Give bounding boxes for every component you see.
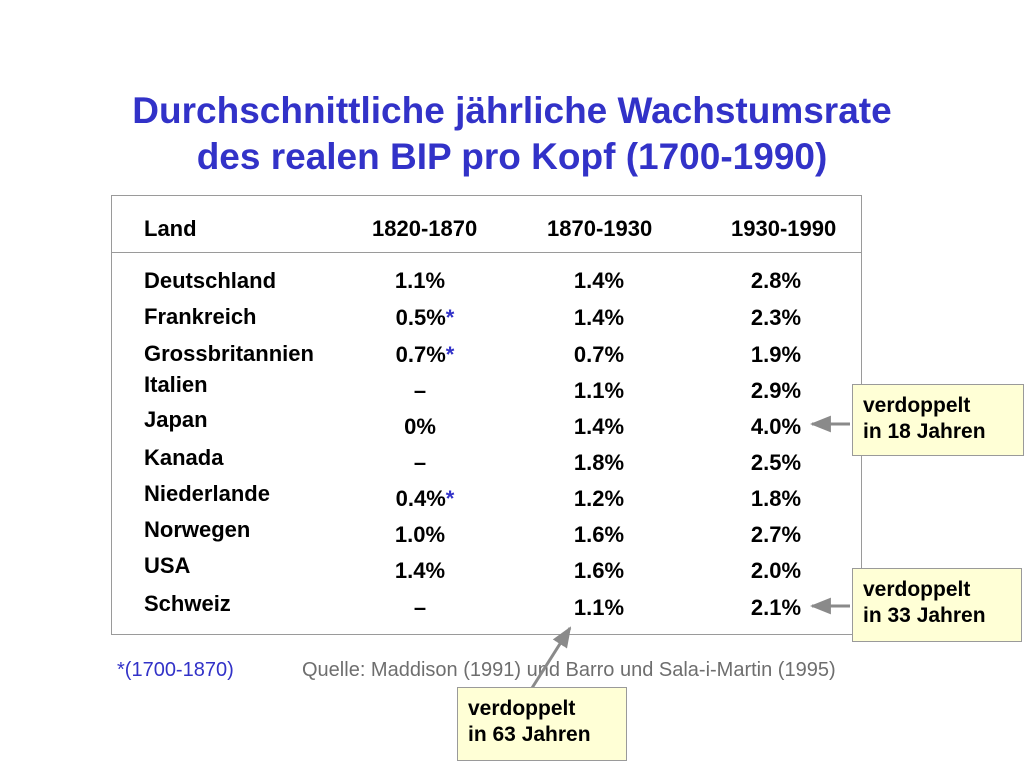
callout-33-line2: in 33 Jahren — [863, 604, 986, 627]
callout-63-line2: in 63 Jahren — [468, 723, 591, 746]
value-1930-1990-value: 2.1% — [750, 595, 802, 620]
value-1820-1870-value: 0.7% — [395, 342, 446, 367]
title-line-1: Durchschnittliche jährliche Wachstumsrat… — [132, 90, 892, 131]
value-1820-1870-value: – — [413, 450, 427, 475]
value-1870-1930-value: 1.1% — [573, 378, 625, 403]
value-1930-1990: 2.8% — [716, 268, 836, 294]
value-1870-1930: 1.6% — [539, 558, 659, 584]
value-1930-1990: 2.0% — [716, 558, 836, 584]
value-1870-1930: 1.1% — [539, 378, 659, 404]
value-1820-1870-value: 1.0% — [394, 522, 446, 547]
value-1870-1930: 1.4% — [539, 268, 659, 294]
footnote-star: * — [445, 342, 455, 367]
value-1820-1870: – — [360, 450, 480, 476]
country-name: Kanada — [144, 445, 224, 470]
value-1930-1990: 2.7% — [716, 522, 836, 548]
value-1930-1990-value: 2.0% — [750, 558, 802, 583]
value-1820-1870: 1.0% — [360, 522, 480, 548]
value-1930-1990-value: 2.9% — [750, 378, 802, 403]
country-name: Niederlande — [144, 481, 270, 506]
country-name: Grossbritannien — [144, 341, 314, 366]
value-1930-1990-value: 2.7% — [750, 522, 802, 547]
footnote-source: Quelle: Maddison (1991) und Barro und Sa… — [302, 659, 836, 681]
callout-63-years: verdoppelt in 63 Jahren — [457, 687, 627, 761]
country-name: Deutschland — [144, 268, 277, 293]
value-1870-1930: 1.4% — [539, 305, 659, 331]
value-1820-1870-value: 1.1% — [394, 268, 446, 293]
value-1820-1870: 0.4%* — [365, 486, 485, 512]
value-1870-1930-value: 1.6% — [573, 558, 625, 583]
country-name: Norwegen — [144, 517, 251, 542]
value-1820-1870: 1.1% — [360, 268, 480, 294]
value-1820-1870: 1.4% — [360, 558, 480, 584]
value-1870-1930-value: 1.8% — [573, 450, 625, 475]
value-1930-1990: 4.0% — [716, 414, 836, 440]
value-1930-1990-value: 2.8% — [750, 268, 802, 293]
value-1930-1990-value: 1.8% — [750, 486, 802, 511]
value-1870-1930: 1.8% — [539, 450, 659, 476]
value-1930-1990-value: 2.5% — [750, 450, 802, 475]
header-divider — [111, 252, 862, 253]
country-name: Japan — [144, 407, 208, 432]
footnote-star: * — [445, 486, 455, 511]
header-1820-1870: 1820-1870 — [372, 216, 478, 241]
value-1820-1870-value: 0.5% — [395, 305, 446, 330]
value-1870-1930-value: 1.4% — [573, 414, 625, 439]
title-line-2: des realen BIP pro Kopf (1700-1990) — [196, 136, 828, 177]
value-1820-1870-value: – — [413, 595, 427, 620]
value-1870-1930: 1.6% — [539, 522, 659, 548]
callout-33-line1: verdoppelt — [863, 578, 971, 601]
value-1930-1990-value: 1.9% — [750, 342, 802, 367]
header-1870-1930: 1870-1930 — [547, 216, 653, 241]
value-1870-1930-value: 1.4% — [573, 305, 625, 330]
value-1930-1990: 2.1% — [716, 595, 836, 621]
value-1930-1990: 2.5% — [716, 450, 836, 476]
country-name: USA — [144, 553, 191, 578]
value-1820-1870-value: 0.4% — [395, 486, 446, 511]
value-1930-1990-value: 4.0% — [750, 414, 802, 439]
callout-63-line1: verdoppelt — [468, 697, 576, 720]
value-1930-1990: 1.8% — [716, 486, 836, 512]
value-1930-1990: 2.3% — [716, 305, 836, 331]
page-title: Durchschnittliche jährliche Wachstumsrat… — [0, 88, 1024, 180]
country-name: Frankreich — [144, 304, 257, 329]
footnote-period: *(1700-1870) — [117, 659, 234, 681]
value-1870-1930-value: 0.7% — [573, 342, 625, 367]
value-1870-1930: 1.1% — [539, 595, 659, 621]
country-name: Schweiz — [144, 591, 231, 616]
value-1870-1930: 1.4% — [539, 414, 659, 440]
value-1820-1870: – — [360, 378, 480, 404]
value-1820-1870-value: 0% — [404, 414, 436, 439]
growth-table — [111, 195, 862, 635]
value-1870-1930: 0.7% — [539, 342, 659, 368]
value-1930-1990: 1.9% — [716, 342, 836, 368]
header-1930-1990: 1930-1990 — [731, 216, 837, 241]
callout-18-line1: verdoppelt — [863, 394, 971, 417]
value-1820-1870: 0.7%* — [365, 342, 485, 368]
value-1820-1870-value: 1.4% — [394, 558, 446, 583]
country-name: Italien — [144, 372, 208, 397]
header-land: Land — [144, 216, 197, 241]
callout-18-years: verdoppelt in 18 Jahren — [852, 384, 1024, 456]
value-1820-1870: 0.5%* — [365, 305, 485, 331]
footnote-star: * — [445, 305, 455, 330]
value-1820-1870-value: – — [413, 378, 427, 403]
value-1820-1870: – — [360, 595, 480, 621]
value-1820-1870: 0% — [360, 414, 480, 440]
value-1870-1930-value: 1.4% — [573, 268, 625, 293]
value-1870-1930-value: 1.6% — [573, 522, 625, 547]
value-1870-1930-value: 1.1% — [573, 595, 625, 620]
callout-18-line2: in 18 Jahren — [863, 420, 986, 443]
value-1930-1990: 2.9% — [716, 378, 836, 404]
value-1930-1990-value: 2.3% — [750, 305, 802, 330]
value-1870-1930-value: 1.2% — [573, 486, 625, 511]
value-1870-1930: 1.2% — [539, 486, 659, 512]
callout-33-years: verdoppelt in 33 Jahren — [852, 568, 1022, 642]
